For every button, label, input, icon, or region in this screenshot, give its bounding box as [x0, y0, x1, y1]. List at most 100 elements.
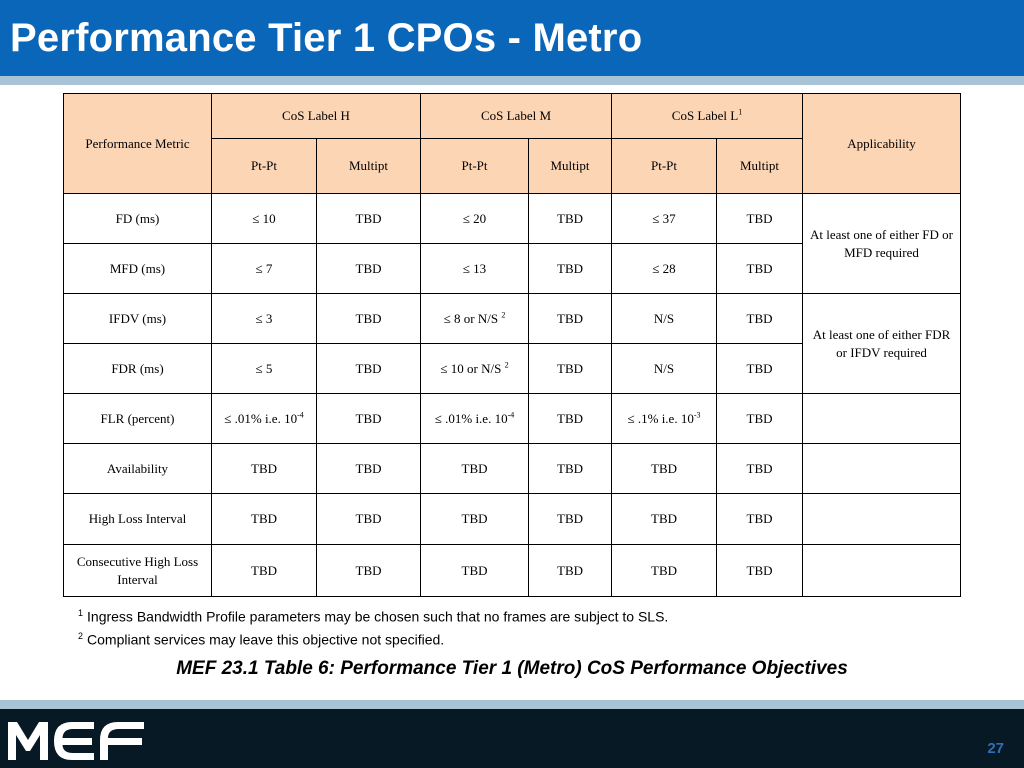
value-cell: ≤ 20	[420, 193, 529, 244]
value-cell: ≤ .01% i.e. 10-4	[420, 393, 529, 444]
header-cos-m: CoS Label M	[420, 93, 612, 139]
slide-footer: 27	[0, 709, 1024, 768]
footnotes: 1 Ingress Bandwidth Profile parameters ma…	[78, 604, 668, 649]
subheader-l-multipt: Multipt	[716, 138, 803, 194]
value-cell: TBD	[716, 343, 803, 394]
value-cell: TBD	[420, 544, 529, 597]
header-divider	[0, 76, 1024, 85]
value-cell: TBD	[528, 443, 612, 494]
value-cell: TBD	[211, 443, 317, 494]
value-cell: TBD	[316, 393, 421, 444]
table-row: High Loss Interval TBD TBD TBD TBD TBD T…	[63, 493, 961, 545]
value-cell: N/S	[611, 343, 717, 394]
footnote-ref: 2	[504, 360, 509, 370]
value-cell: TBD	[716, 243, 803, 294]
value-cell: TBD	[528, 493, 612, 545]
value-cell: TBD	[528, 293, 612, 344]
footnote-1: 1 Ingress Bandwidth Profile parameters ma…	[78, 604, 668, 627]
table-row: MFD (ms) ≤ 7 TBD ≤ 13 TBD ≤ 28 TBD	[63, 243, 961, 294]
applicability-cell: At least one of either FD or MFD require…	[802, 193, 961, 294]
footnote-number: 2	[78, 630, 84, 641]
table-row: FD (ms) ≤ 10 TBD ≤ 20 TBD ≤ 37 TBD At le…	[63, 193, 961, 294]
value-text: ≤ .01% i.e. 10	[434, 410, 508, 426]
value-cell: N/S	[611, 293, 717, 344]
value-cell: TBD	[316, 544, 421, 597]
value-cell: TBD	[611, 493, 717, 545]
value-cell: TBD	[716, 393, 803, 444]
value-cell: TBD	[316, 243, 421, 294]
value-cell: TBD	[211, 544, 317, 597]
value-cell: TBD	[528, 243, 612, 294]
cpo-table: Performance Metric CoS Label H CoS Label…	[63, 93, 961, 597]
value-cell: TBD	[528, 544, 612, 597]
footer-divider	[0, 700, 1024, 709]
value-cell: ≤ 7	[211, 243, 317, 294]
exponent: -4	[297, 410, 304, 420]
value-cell: ≤ 10	[211, 193, 317, 244]
subheader-m-multipt: Multipt	[528, 138, 612, 194]
footnote-ref: 2	[501, 310, 506, 320]
slide-header: Performance Tier 1 CPOs - Metro	[0, 0, 1024, 76]
applicability-cell: At least one of either FDR or IFDV requi…	[802, 293, 961, 394]
value-text: ≤ 8 or N/S	[443, 310, 499, 326]
footnote-ref: 1	[738, 107, 743, 117]
metric-cell: Availability	[63, 443, 212, 494]
value-cell: TBD	[716, 493, 803, 545]
header-metric: Performance Metric	[63, 93, 212, 194]
applicability-cell	[802, 393, 961, 444]
value-cell: ≤ 3	[211, 293, 317, 344]
value-cell: TBD	[316, 193, 421, 244]
value-cell: TBD	[716, 293, 803, 344]
metric-cell: FD (ms)	[63, 193, 212, 244]
metric-cell: MFD (ms)	[63, 243, 212, 294]
metric-cell: FLR (percent)	[63, 393, 212, 444]
value-cell: TBD	[611, 544, 717, 597]
value-cell: ≤ 5	[211, 343, 317, 394]
value-cell: ≤ .01% i.e. 10-4	[211, 393, 317, 444]
metric-cell: IFDV (ms)	[63, 293, 212, 344]
subheader-h-ptpt: Pt-Pt	[211, 138, 317, 194]
footnote-text: Compliant services may leave this object…	[87, 631, 445, 648]
value-cell: TBD	[211, 493, 317, 545]
value-cell: TBD	[528, 393, 612, 444]
exponent: -4	[507, 410, 515, 420]
value-cell: TBD	[716, 193, 803, 244]
header-cos-h: CoS Label H	[211, 93, 421, 139]
metric-cell: High Loss Interval	[63, 493, 212, 545]
value-cell: TBD	[716, 544, 803, 597]
footnote-text: Ingress Bandwidth Profile parameters may…	[87, 608, 669, 625]
table-row: FLR (percent) ≤ .01% i.e. 10-4 TBD ≤ .01…	[63, 393, 961, 444]
table-row: Availability TBD TBD TBD TBD TBD TBD	[63, 443, 961, 494]
value-cell: TBD	[420, 443, 529, 494]
metric-cell: FDR (ms)	[63, 343, 212, 394]
table-row: IFDV (ms) ≤ 3 TBD ≤ 8 or N/S 2 TBD N/S T…	[63, 293, 961, 394]
value-cell: TBD	[716, 443, 803, 494]
applicability-cell	[802, 544, 961, 597]
value-cell: ≤ 10 or N/S 2	[420, 343, 529, 394]
applicability-cell	[802, 493, 961, 545]
value-cell: ≤ 37	[611, 193, 717, 244]
header-cos-l: CoS Label L1	[611, 93, 803, 139]
table-row: Consecutive High Loss Interval TBD TBD T…	[63, 544, 961, 597]
value-text: ≤ .1% i.e. 10	[627, 410, 694, 426]
value-cell: TBD	[420, 493, 529, 545]
table-row: FDR (ms) ≤ 5 TBD ≤ 10 or N/S 2 TBD N/S T…	[63, 343, 961, 394]
slide-title: Performance Tier 1 CPOs - Metro	[10, 16, 643, 60]
page-number: 27	[987, 740, 1004, 757]
footnote-number: 1	[78, 608, 84, 618]
value-cell: TBD	[316, 493, 421, 545]
value-cell: TBD	[611, 443, 717, 494]
subheader-l-ptpt: Pt-Pt	[611, 138, 717, 194]
table-caption: MEF 23.1 Table 6: Performance Tier 1 (Me…	[176, 658, 848, 679]
value-cell: TBD	[316, 293, 421, 344]
value-cell: ≤ 13	[420, 243, 529, 294]
subheader-h-multipt: Multipt	[316, 138, 421, 194]
footnote-2: 2 Compliant services may leave this objec…	[78, 627, 668, 650]
value-cell: ≤ 8 or N/S 2	[420, 293, 529, 344]
subheader-m-ptpt: Pt-Pt	[420, 138, 529, 194]
value-cell: TBD	[316, 443, 421, 494]
metric-cell: Consecutive High Loss Interval	[63, 544, 212, 597]
value-cell: ≤ .1% i.e. 10-3	[611, 393, 717, 444]
mef-logo	[8, 722, 144, 760]
value-text: ≤ 10 or N/S	[440, 360, 502, 376]
